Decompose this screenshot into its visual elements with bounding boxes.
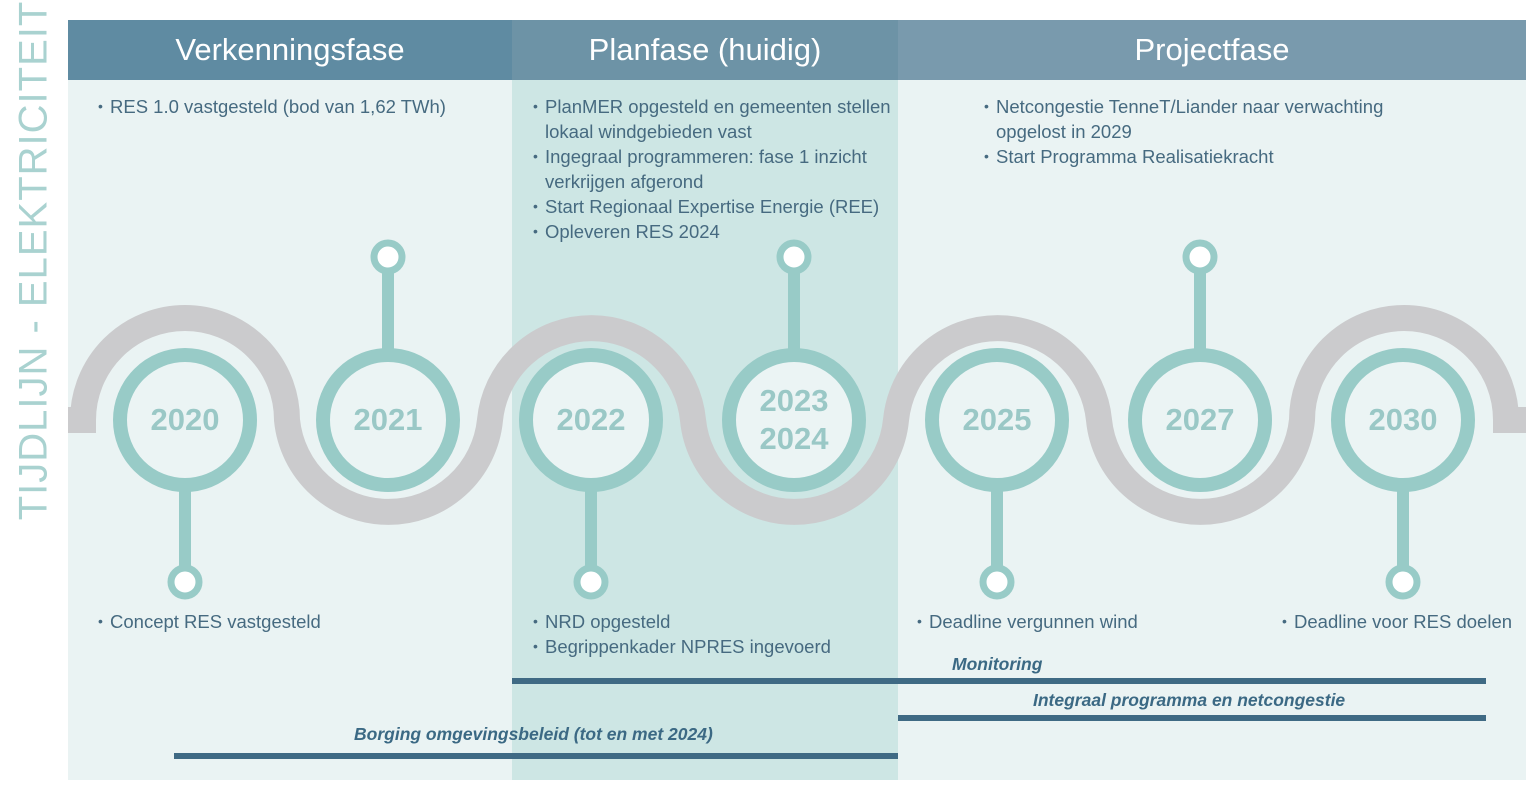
year-label-2022: 2022: [556, 402, 626, 437]
note-item: Ingegraal programmeren: fase 1 inzicht v…: [533, 144, 893, 194]
phase-title: Verkenningsfase: [175, 32, 405, 67]
track-label-borging: Borging omgevingsbeleid (tot en met 2024…: [354, 724, 713, 744]
track-label-integraal: Integraal programma en netcongestie: [1033, 690, 1346, 710]
year-label-2023: 2023: [759, 383, 829, 418]
notes-plan: PlanMER opgesteld en gemeenten stellen l…: [533, 94, 893, 244]
pin-2022: [573, 564, 609, 600]
track-label-monitoring: Monitoring: [952, 654, 1043, 674]
pin-2025: [979, 564, 1015, 600]
pin-2023-2024: [776, 239, 812, 275]
year-label-2020: 2020: [150, 402, 220, 437]
phase-header-plan: Planfase (huidig): [512, 20, 898, 80]
phase-header-verkenning: Verkenningsfase: [68, 20, 512, 80]
note-item: PlanMER opgesteld en gemeenten stellen l…: [533, 94, 893, 144]
year-label-2030: 2030: [1368, 402, 1438, 437]
note-item: Start Programma Realisatiekracht: [984, 144, 1414, 169]
pin-2027: [1182, 239, 1218, 275]
year-label-2025: 2025: [962, 402, 1032, 437]
notes-2020: Concept RES vastgesteld: [98, 609, 418, 634]
track-line-integraal: [898, 715, 1486, 721]
note-item: Begrippenkader NPRES ingevoerd: [533, 634, 893, 659]
pin-circles: [167, 239, 1421, 600]
note-item: Concept RES vastgesteld: [98, 609, 418, 634]
notes-2022: NRD opgesteld Begrippenkader NPRES ingev…: [533, 609, 893, 659]
year-label-2027: 2027: [1165, 402, 1235, 437]
notes-2025: Deadline vergunnen wind: [917, 609, 1237, 634]
ring-2025: [925, 348, 1069, 492]
phase-title: Planfase (huidig): [588, 32, 822, 67]
phase-title: Projectfase: [1134, 32, 1290, 67]
note-item: Opleveren RES 2024: [533, 219, 893, 244]
notes-verkenning: RES 1.0 vastgesteld (bod van 1,62 TWh): [98, 94, 498, 119]
note-item: Start Regionaal Expertise Energie (REE): [533, 194, 893, 219]
year-label-2021: 2021: [353, 402, 423, 437]
note-item: Deadline voor RES doelen: [1282, 609, 1527, 634]
milestone-rings: [113, 348, 1475, 492]
ribbon-path: [68, 305, 1526, 525]
note-item: NRD opgesteld: [533, 609, 893, 634]
note-item: RES 1.0 vastgesteld (bod van 1,62 TWh): [98, 94, 498, 119]
ring-2027: [1128, 348, 1272, 492]
milestone-stems: [179, 270, 1409, 570]
phase-header-project: Projectfase: [898, 20, 1526, 80]
track-line-monitoring: [512, 678, 1486, 684]
ring-2022: [519, 348, 663, 492]
ring-2020: [113, 348, 257, 492]
track-line-borging: [174, 753, 898, 759]
note-item: Netcongestie TenneT/Liander naar verwach…: [984, 94, 1414, 144]
ring-2030: [1331, 348, 1475, 492]
pin-2030: [1385, 564, 1421, 600]
pin-2020: [167, 564, 203, 600]
note-item: Deadline vergunnen wind: [917, 609, 1237, 634]
notes-2030: Deadline voor RES doelen: [1282, 609, 1527, 634]
notes-project: Netcongestie TenneT/Liander naar verwach…: [984, 94, 1414, 169]
ring-2021: [316, 348, 460, 492]
year-label-2024: 2024: [759, 421, 829, 456]
ring-2023-2024: [722, 348, 866, 492]
pin-2021: [370, 239, 406, 275]
